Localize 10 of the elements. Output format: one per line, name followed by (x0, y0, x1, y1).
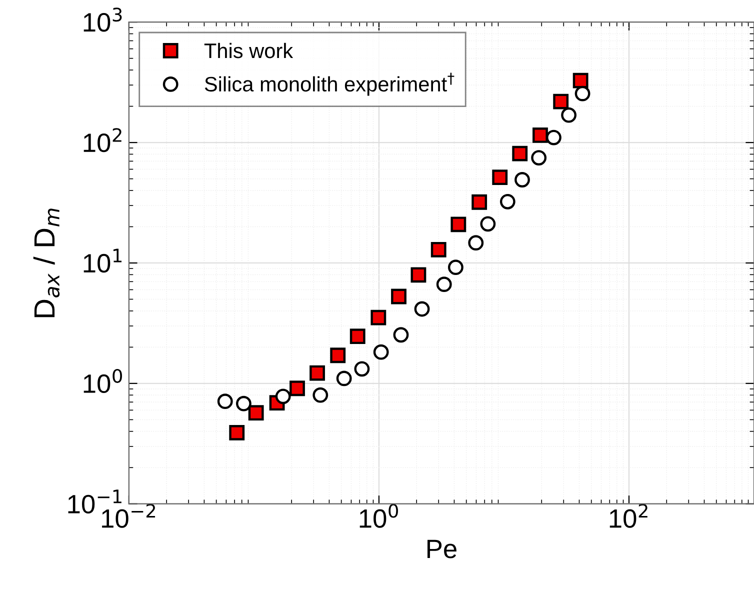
x-tick-label: 10$^{0}$ (360, 504, 398, 528)
y-tick-label: 10$^{1}$ (84, 248, 122, 273)
x-axis-title: Pe (427, 540, 456, 558)
y-axis-title: D$_{ax}$ / D$_{m}$ (33, 208, 60, 318)
x-tick-label: 10$^{2}$ (610, 504, 648, 528)
legend-label: This work (204, 42, 294, 58)
y-tick-label: 10$^{0}$ (84, 368, 122, 394)
legend-label: Silica monolith experiment$^{†}$ (204, 72, 454, 96)
y-tick-label: 10$^{2}$ (84, 128, 122, 152)
y-tick-label: 10$^{3}$ (84, 8, 122, 32)
